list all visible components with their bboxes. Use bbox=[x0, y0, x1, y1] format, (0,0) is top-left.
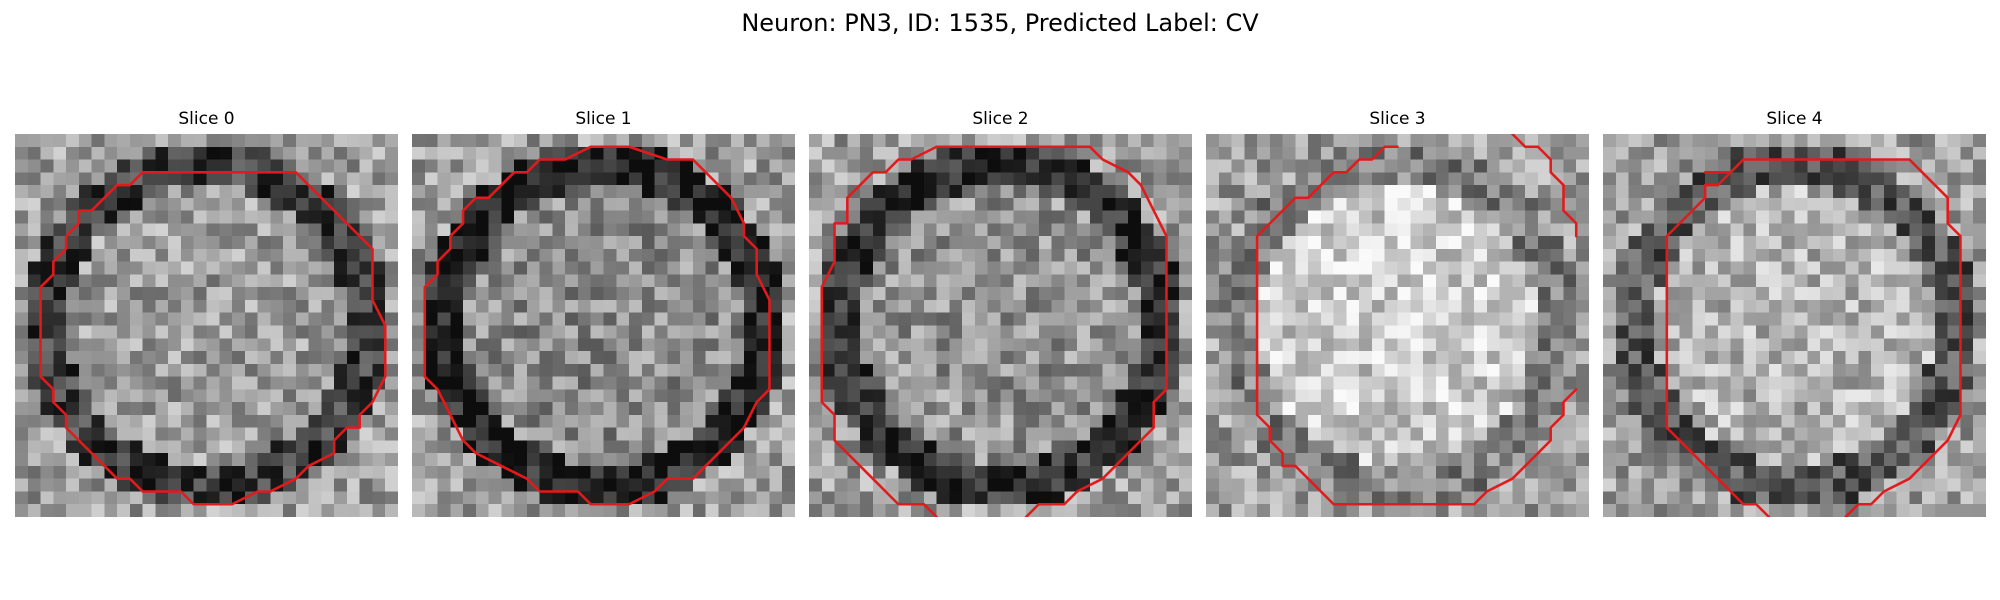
slice-image bbox=[1206, 134, 1589, 517]
slice-image bbox=[15, 134, 398, 517]
slice-panel-3: Slice 3 bbox=[1206, 108, 1589, 517]
slice-image bbox=[809, 134, 1192, 517]
slice-title: Slice 4 bbox=[1766, 109, 1823, 129]
slice-panel-0: Slice 0 bbox=[15, 108, 398, 517]
slice-image bbox=[1603, 134, 1986, 517]
slice-title: Slice 1 bbox=[575, 109, 632, 129]
slice-panel-2: Slice 2 bbox=[809, 108, 1192, 517]
slice-panel-1: Slice 1 bbox=[412, 108, 795, 517]
slice-title: Slice 0 bbox=[178, 109, 235, 129]
slice-image bbox=[412, 134, 795, 517]
slice-title: Slice 2 bbox=[972, 109, 1029, 129]
slice-panel-4: Slice 4 bbox=[1603, 108, 1986, 517]
figure-title: Neuron: PN3, ID: 1535, Predicted Label: … bbox=[741, 9, 1259, 37]
slice-title: Slice 3 bbox=[1369, 109, 1426, 129]
